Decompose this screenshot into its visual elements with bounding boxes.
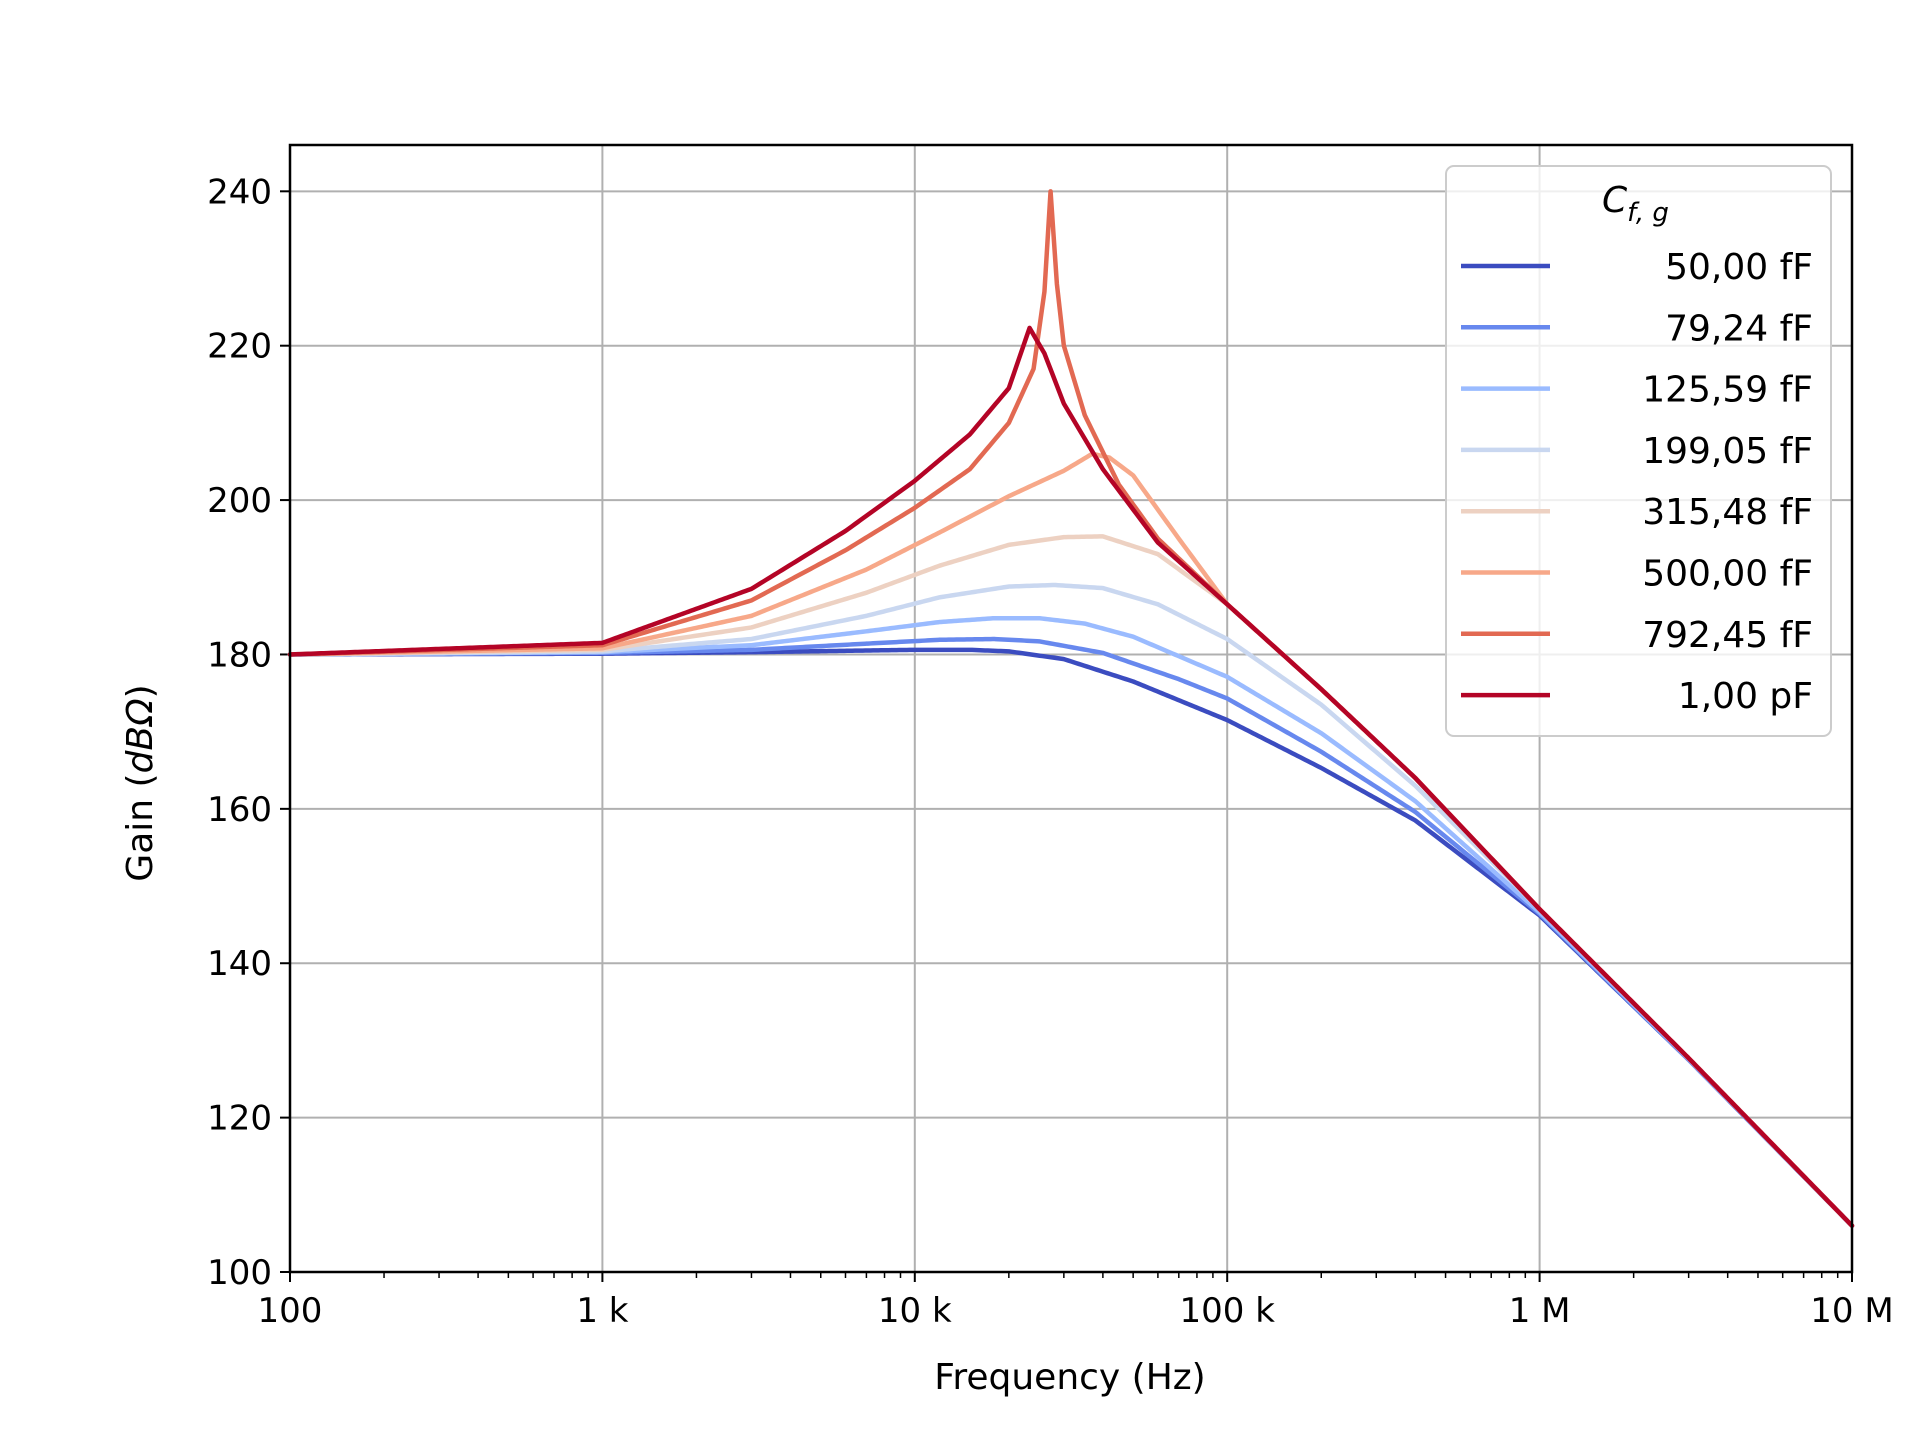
series-line [287, 325, 1855, 1228]
y-tick-label: 220 [207, 327, 272, 367]
axis-ticks: 100 1 k 10 k 100 k 1 M 10 M 100 120 140 160 180 200… [207, 172, 1894, 1331]
x-tick-label: 1 k [576, 1291, 628, 1331]
x-tick-label: 100 [258, 1291, 323, 1331]
x-tick-label: 10 k [878, 1291, 952, 1331]
y-tick-label: 180 [207, 635, 272, 675]
y-tick-label: 240 [207, 172, 272, 212]
x-tick-label: 10 M [1810, 1291, 1893, 1331]
x-tick-label: 1 M [1509, 1291, 1571, 1331]
x-tick-label: 100 k [1179, 1291, 1275, 1331]
y-tick-label: 140 [207, 944, 272, 984]
legend-label: 50,00 fF [1665, 247, 1813, 288]
legend-title: Cf, g [1602, 180, 1669, 228]
legend: Cf, g 50,00 fF 79,24 fF 125,59 fF 199,05 fF… [1445, 165, 1832, 737]
legend-title-sub: f, g [1627, 198, 1669, 228]
legend-label: 500,00 fF [1642, 554, 1813, 595]
y-tick-label: 100 [207, 1253, 272, 1293]
y-axis-label-unit: dBΩ [120, 698, 161, 774]
legend-label: 1,00 pF [1678, 676, 1813, 717]
y-tick-label: 160 [207, 790, 272, 830]
y-axis-label: Gain (dBΩ) [120, 684, 161, 881]
x-axis-label: Frequency (Hz) [934, 1357, 1205, 1398]
legend-box [1445, 165, 1832, 737]
y-axis-label-prefix: Gain ( [120, 773, 161, 881]
y-tick-label: 120 [207, 1099, 272, 1139]
legend-label: 79,24 fF [1665, 308, 1813, 349]
plot-frame [288, 143, 1854, 1274]
series-lines [287, 189, 1855, 1228]
legend-label: 199,05 fF [1642, 431, 1813, 472]
legend-label: 315,48 fF [1642, 492, 1813, 533]
legend-items: 50,00 fF 79,24 fF 125,59 fF 199,05 fF 315,48… [1461, 247, 1813, 717]
legend-label: 792,45 fF [1642, 615, 1813, 656]
minor-ticks [383, 1272, 1839, 1278]
legend-title-main: C [1602, 180, 1628, 221]
y-axis-label-suffix: ) [120, 684, 161, 698]
y-tick-label: 200 [207, 481, 272, 521]
legend-label: 125,59 fF [1642, 370, 1813, 411]
